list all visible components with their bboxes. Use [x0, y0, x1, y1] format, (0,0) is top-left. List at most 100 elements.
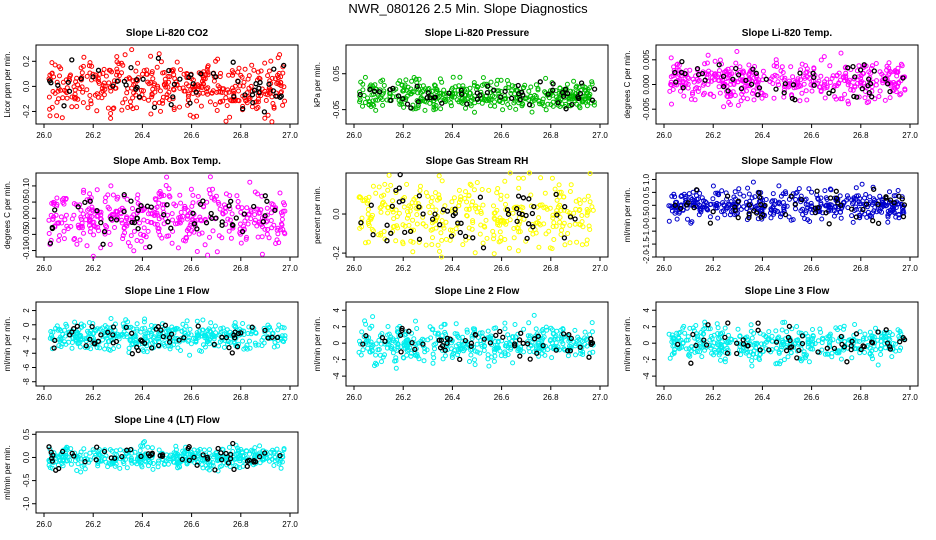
- data-point: [262, 115, 268, 121]
- data-point: [767, 79, 773, 84]
- data-point: [388, 334, 394, 340]
- data-point-outlier: [523, 212, 529, 219]
- data-point: [702, 61, 708, 67]
- data-point: [108, 183, 114, 189]
- data-point: [50, 216, 56, 222]
- data-point: [58, 214, 64, 220]
- data-point-outlier: [370, 232, 376, 238]
- data-point: [275, 80, 281, 86]
- data-point: [427, 100, 433, 106]
- data-point-outlier: [121, 208, 127, 215]
- y-tick-label: -2: [22, 335, 31, 343]
- data-point: [275, 327, 281, 333]
- data-point: [783, 191, 789, 197]
- data-point: [565, 353, 571, 359]
- data-point: [130, 95, 136, 101]
- data-point: [281, 325, 287, 331]
- data-point: [72, 450, 78, 456]
- data-point: [893, 193, 899, 199]
- data-point: [749, 358, 755, 364]
- data-point: [804, 352, 809, 358]
- data-point-outlier: [200, 198, 206, 204]
- data-point-outlier: [555, 100, 561, 106]
- y-tick-label: 2: [642, 324, 651, 329]
- data-point: [91, 449, 97, 455]
- data-point: [124, 90, 130, 96]
- data-point: [529, 103, 535, 108]
- data-point-outlier: [565, 348, 571, 354]
- data-point: [241, 79, 247, 85]
- data-point: [497, 348, 503, 354]
- data-point: [667, 355, 673, 361]
- data-point: [74, 241, 80, 247]
- data-point: [171, 107, 177, 113]
- data-point: [887, 95, 893, 101]
- data-point: [131, 248, 137, 254]
- data-point: [81, 54, 87, 60]
- data-point: [506, 336, 512, 341]
- data-point: [114, 196, 120, 202]
- data-point: [149, 94, 155, 100]
- data-point: [240, 321, 246, 326]
- data-point: [186, 91, 192, 97]
- data-point: [180, 85, 186, 91]
- data-point: [526, 170, 532, 176]
- data-point-outlier: [755, 92, 761, 98]
- data-point-outlier: [82, 199, 88, 206]
- data-point: [255, 69, 261, 75]
- data-point: [479, 343, 485, 349]
- data-point-outlier: [92, 341, 98, 347]
- data-point: [737, 64, 743, 70]
- data-point-outlier: [262, 450, 268, 456]
- data-point-outlier: [157, 453, 163, 459]
- data-point: [75, 456, 81, 462]
- data-point: [74, 468, 80, 473]
- data-point-outlier: [569, 101, 575, 108]
- data-point: [191, 211, 197, 217]
- data-point: [360, 103, 365, 109]
- x-tick-label: 26.0: [656, 131, 672, 140]
- data-point-outlier: [69, 450, 75, 457]
- data-point: [556, 182, 562, 188]
- data-point-outlier: [439, 100, 445, 106]
- figure-title: NWR_080126 2.5 Min. Slope Diagnostics: [348, 1, 588, 16]
- data-point: [80, 100, 86, 106]
- data-point-outlier: [101, 448, 108, 455]
- data-point-outlier: [110, 324, 117, 330]
- x-tick-label: 26.8: [233, 264, 249, 273]
- data-point: [428, 227, 434, 233]
- data-point: [763, 333, 769, 339]
- data-point-outlier: [550, 81, 556, 87]
- data-point: [896, 333, 902, 339]
- data-point: [165, 328, 171, 334]
- data-point: [98, 245, 104, 251]
- data-point-outlier: [577, 90, 583, 97]
- data-point: [227, 206, 233, 212]
- data-point: [462, 87, 468, 93]
- y-axis-label: ml/min per min.: [623, 188, 632, 243]
- data-point-outlier: [113, 217, 120, 223]
- data-point-outlier: [427, 95, 433, 101]
- data-point-outlier: [231, 93, 237, 100]
- data-point: [854, 68, 860, 74]
- data-point: [763, 339, 769, 345]
- data-point: [140, 71, 145, 77]
- data-point: [220, 98, 226, 104]
- data-point: [533, 326, 539, 332]
- data-point: [220, 211, 226, 217]
- data-point-outlier: [213, 215, 219, 221]
- y-tick-label: -1.0: [22, 496, 31, 510]
- data-point-outlier: [281, 62, 287, 69]
- data-point: [405, 209, 410, 215]
- data-point: [431, 107, 437, 113]
- data-point: [796, 186, 802, 192]
- data-point: [846, 77, 852, 83]
- data-point-outlier: [133, 86, 139, 92]
- data-point-outlier: [260, 219, 266, 225]
- data-point: [114, 69, 120, 75]
- data-point: [386, 172, 392, 178]
- data-point: [390, 94, 396, 100]
- data-point: [567, 222, 573, 228]
- data-point: [227, 97, 233, 103]
- data-point: [99, 95, 105, 101]
